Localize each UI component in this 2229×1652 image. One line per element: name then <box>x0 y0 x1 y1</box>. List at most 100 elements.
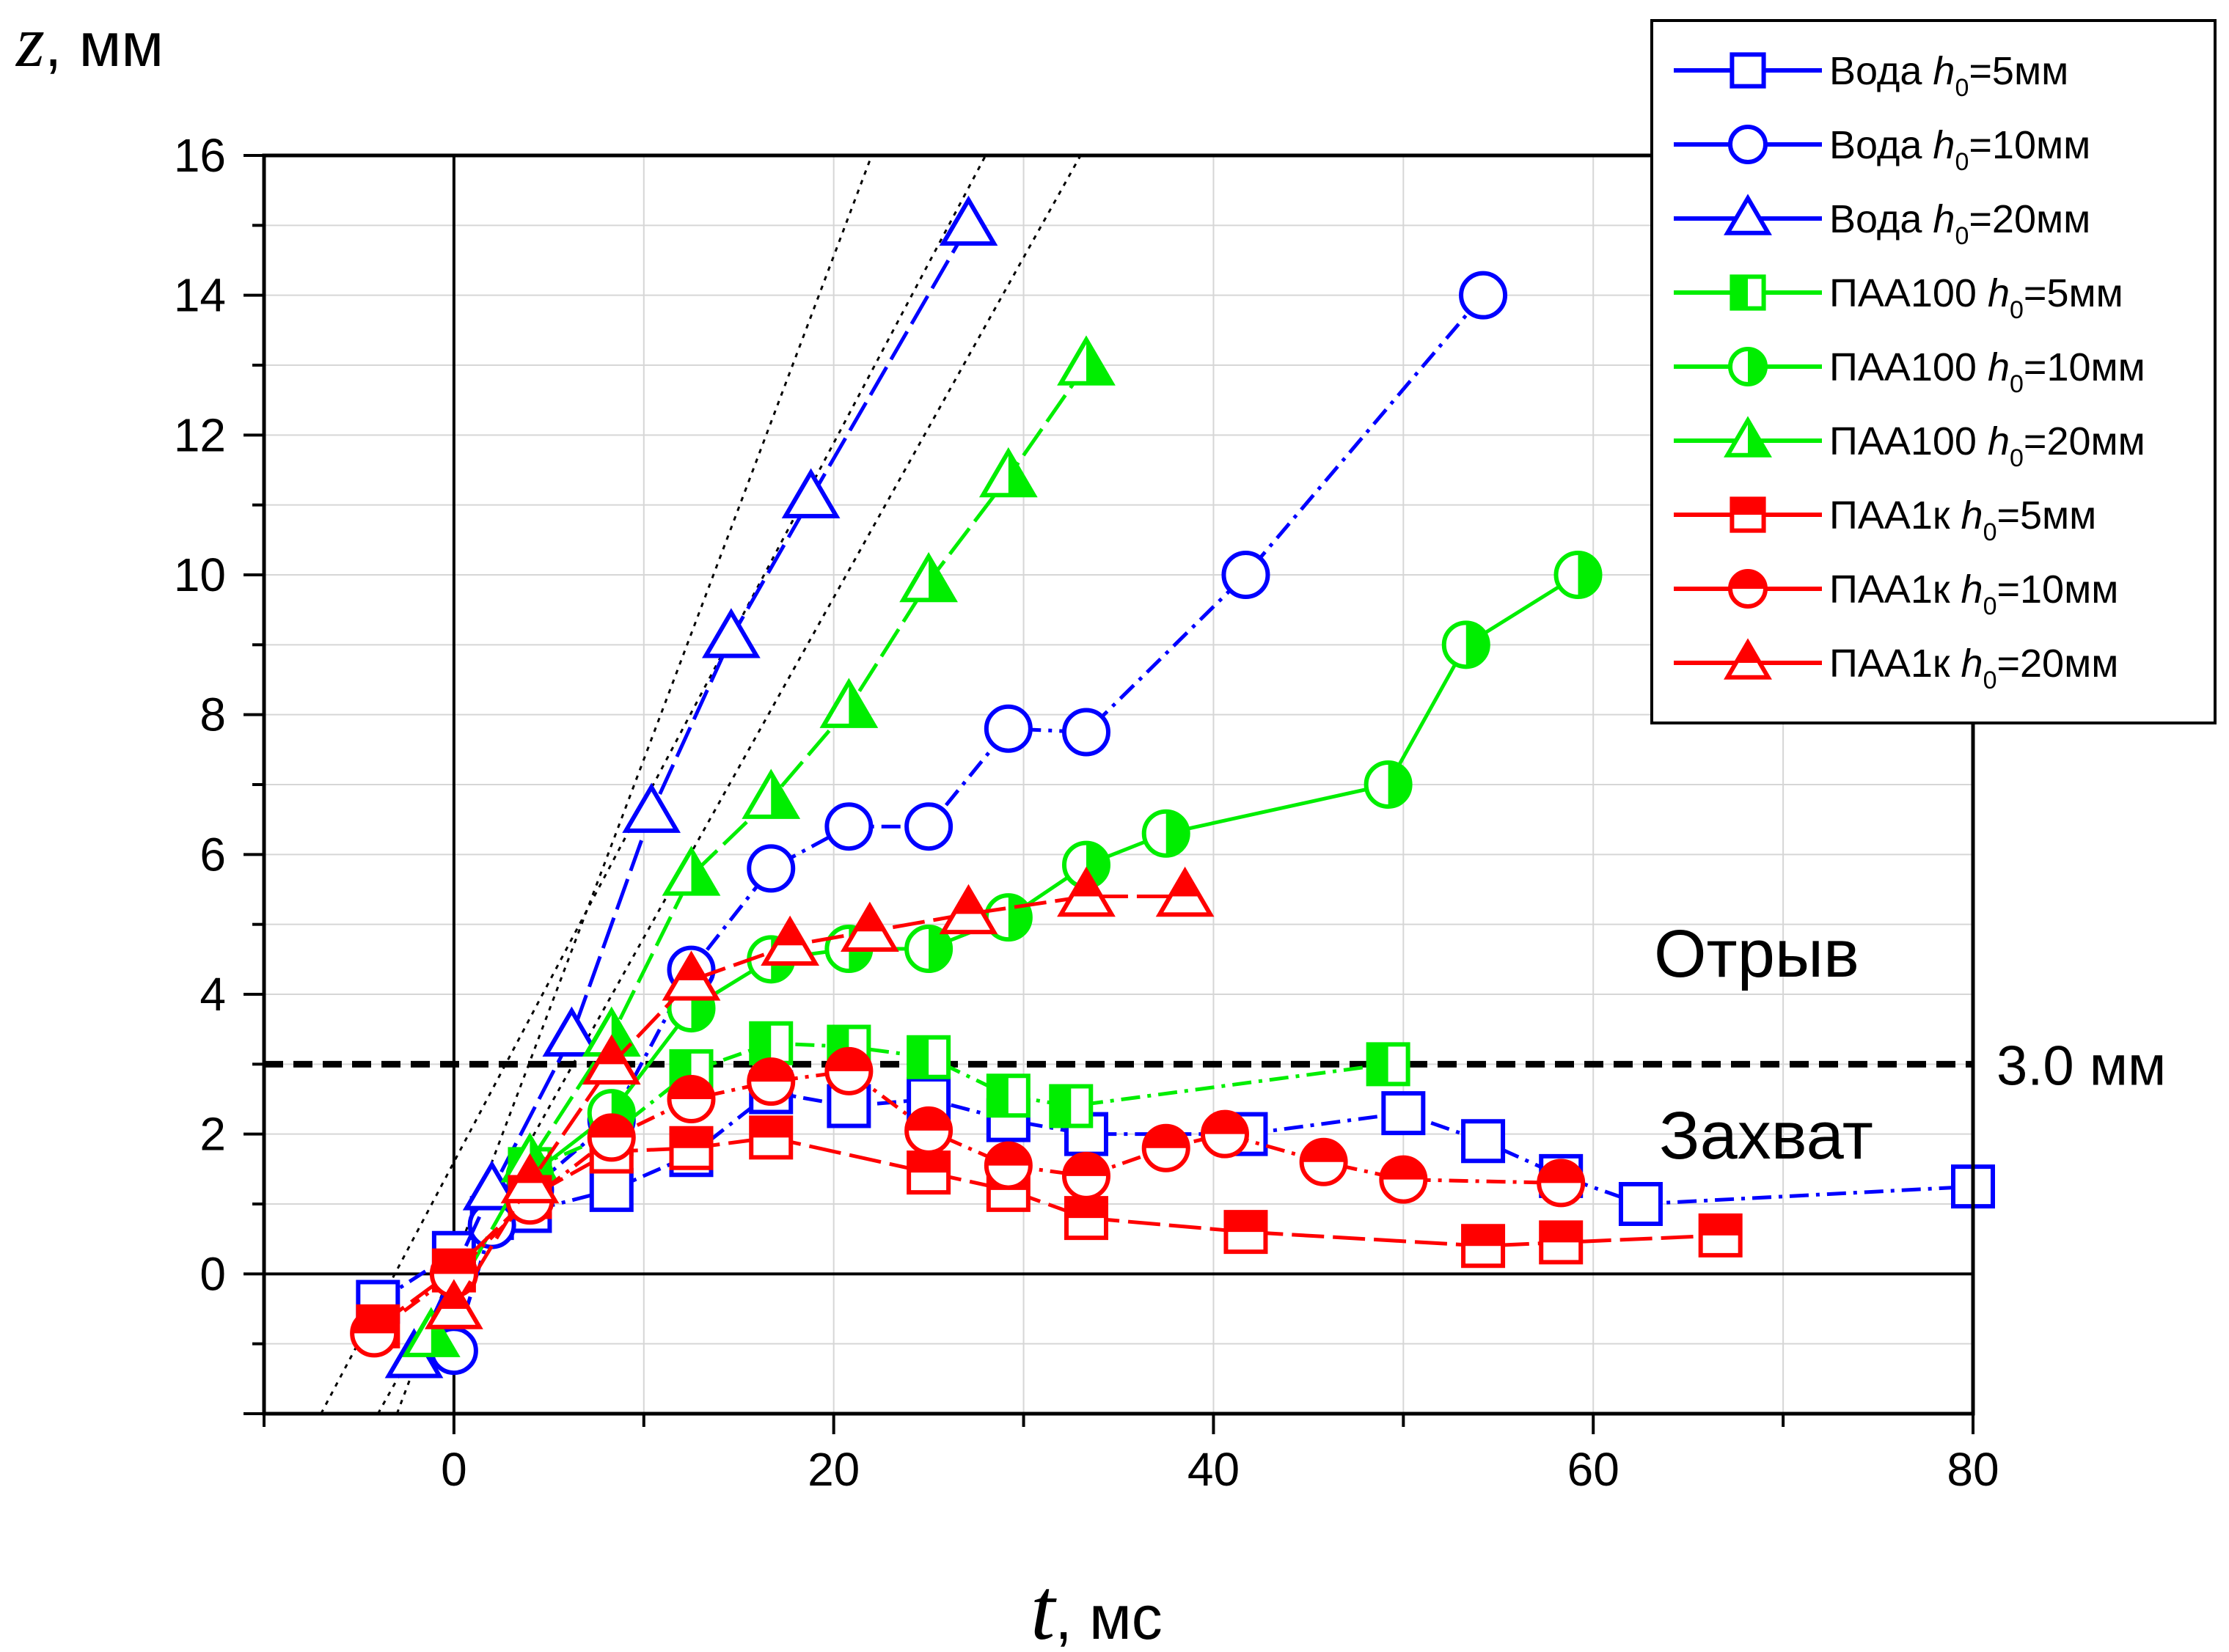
marker-square <box>1730 274 1766 311</box>
marker-bg <box>1064 710 1108 755</box>
marker-square <box>1064 1196 1108 1241</box>
legend-sub: 0 <box>1983 592 1997 620</box>
marker-circle <box>904 1106 954 1155</box>
marker-outline <box>742 768 801 819</box>
series-8 <box>425 866 1215 1329</box>
y-tick-label: 10 <box>174 548 226 601</box>
marker-triangle <box>1724 638 1772 680</box>
marker-bg <box>1463 1121 1504 1161</box>
marker-fill <box>988 1076 1009 1116</box>
marker-fill <box>1732 276 1748 309</box>
legend-label-name: ПАА100 <box>1829 345 1988 389</box>
legend-label-name: ПАА1к <box>1829 642 1961 686</box>
marker-triangle <box>1724 194 1772 235</box>
legend-label-name: Вода <box>1829 123 1933 167</box>
marker-fill <box>909 1153 949 1173</box>
marker-outline <box>542 1006 601 1057</box>
marker-fill <box>1463 1226 1504 1247</box>
annotations: Отрыв Захват 3.0 мм <box>1654 917 2166 1173</box>
legend-label: ПАА1к h0=10мм <box>1829 568 2118 620</box>
legend-label: Вода h0=10мм <box>1829 123 2090 176</box>
marker-fill <box>749 1060 794 1082</box>
marker-triangle <box>582 1034 641 1085</box>
marker-outline <box>1461 1224 1506 1269</box>
legend-entry: ПАА100 h0=20мм <box>1674 416 2145 472</box>
marker-triangle <box>939 884 998 935</box>
legend-label-name: ПАА1к <box>1829 568 1961 612</box>
guide-line <box>320 155 987 1414</box>
marker-square <box>1698 1213 1743 1258</box>
marker-triangle <box>425 1279 483 1329</box>
marker-fill <box>1732 499 1764 515</box>
marker-fill <box>954 888 984 914</box>
marker-outline <box>899 551 958 603</box>
y-tick-label: 6 <box>200 828 226 881</box>
marker-triangle <box>662 950 721 1001</box>
marker-fill <box>352 1311 397 1334</box>
x-tick-label: 40 <box>1187 1443 1240 1496</box>
legend-value: =20мм <box>1996 642 2118 686</box>
legend-value: =5мм <box>1969 49 2068 93</box>
marker-triangle <box>401 1307 461 1357</box>
marker-circle <box>1553 551 1603 599</box>
marker-square <box>1461 1224 1506 1269</box>
marker-circle <box>1061 840 1110 889</box>
y-tick-label: 4 <box>200 968 226 1021</box>
marker-outline <box>662 845 721 896</box>
marker-fill <box>669 1077 714 1099</box>
marker-outline <box>1553 551 1603 599</box>
marker-outline <box>904 925 954 974</box>
legend-value: =10мм <box>1996 568 2118 612</box>
marker-fill <box>909 1037 929 1077</box>
marker-fill <box>751 1117 791 1138</box>
marker-outline <box>1618 1182 1663 1226</box>
marker-square <box>669 1126 714 1170</box>
marker-outline <box>1061 1151 1110 1200</box>
legend-label-name: ПАА1к <box>1829 493 1961 537</box>
series-line <box>373 1069 1562 1335</box>
marker-fill <box>1086 339 1112 383</box>
marker-square <box>749 1021 794 1065</box>
x-axis-title: t, мс <box>1031 1560 1163 1652</box>
marker-fill <box>1578 553 1600 597</box>
legend-entry: ПАА100 h0=10мм <box>1674 345 2145 398</box>
marker-outline <box>1461 1119 1506 1164</box>
marker-circle <box>667 1075 716 1123</box>
marker-fill <box>907 1108 951 1131</box>
series-2 <box>384 195 998 1378</box>
marker-fill <box>1066 1198 1106 1219</box>
legend-h: h <box>1988 345 2010 389</box>
annotation-label: Отрыв <box>1654 917 1859 991</box>
marker-outline <box>1141 809 1190 858</box>
marker-bg <box>1223 553 1268 597</box>
marker-square <box>1049 1084 1094 1128</box>
marker-circle <box>747 1057 796 1106</box>
marker-bg <box>706 612 757 656</box>
marker-square <box>1381 1091 1426 1136</box>
legend-label: ПАА100 h0=5мм <box>1829 271 2123 324</box>
legend-sub: 0 <box>2010 370 2024 398</box>
marker-outline <box>1366 1042 1410 1087</box>
marker-outline <box>1728 125 1768 164</box>
marker-outline <box>425 1279 483 1329</box>
guide-line <box>395 155 873 1414</box>
marker-circle <box>747 844 796 893</box>
marker-outline <box>978 447 1038 498</box>
legend-sub: 0 <box>1983 518 1997 546</box>
marker-bg <box>1383 1093 1424 1134</box>
marker-circle <box>1537 1159 1586 1208</box>
marker-triangle <box>1057 866 1116 917</box>
marker-square <box>1366 1042 1410 1087</box>
marker-triangle <box>761 915 819 966</box>
legend-sub: 0 <box>1983 667 1997 694</box>
marker-square <box>589 1167 634 1212</box>
marker-fill <box>691 850 717 894</box>
legend-sub: 0 <box>1955 148 1969 176</box>
marker-fill <box>1170 870 1200 897</box>
marker-fill <box>1301 1139 1346 1162</box>
marker-outline <box>1728 569 1768 609</box>
legend-label-name: Вода <box>1829 197 1933 241</box>
marker-outline <box>749 1021 794 1065</box>
marker-bg <box>907 804 951 849</box>
